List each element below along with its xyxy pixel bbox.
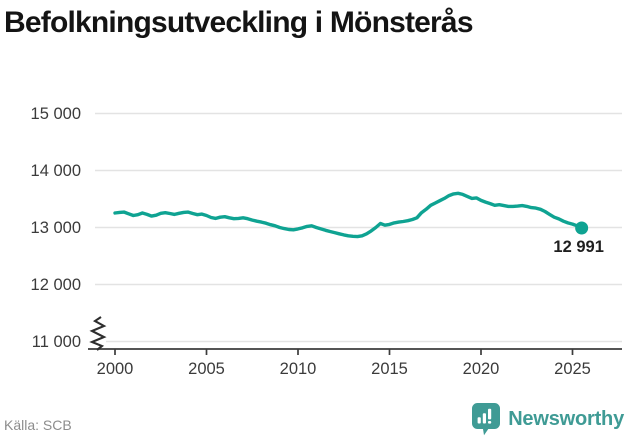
chart-title: Befolkningsutveckling i Mönsterås bbox=[4, 6, 474, 39]
y-tick-label: 15 000 bbox=[31, 105, 81, 123]
x-tick-label: 2010 bbox=[280, 360, 317, 378]
x-tick-label: 2020 bbox=[463, 360, 500, 378]
y-tick-label: 11 000 bbox=[32, 333, 81, 351]
end-point-marker bbox=[575, 221, 589, 235]
axis-break-icon bbox=[89, 316, 107, 351]
source-note: Källa: SCB bbox=[4, 417, 72, 433]
newsworthy-logo-icon bbox=[472, 403, 501, 436]
x-tick-label: 2025 bbox=[554, 360, 591, 378]
x-tick-label: 2005 bbox=[188, 360, 225, 378]
y-tick-label: 14 000 bbox=[31, 162, 81, 180]
end-value-label: 12 991 bbox=[553, 238, 603, 256]
x-tick-label: 2015 bbox=[371, 360, 408, 378]
y-tick-label: 12 000 bbox=[31, 276, 81, 294]
population-line bbox=[113, 191, 584, 239]
y-tick-label: 13 000 bbox=[31, 219, 81, 237]
newsworthy-branding[interactable]: Newsworthy bbox=[471, 402, 624, 436]
newsworthy-wordmark: Newsworthy bbox=[508, 407, 624, 430]
x-tick-label: 2000 bbox=[97, 360, 134, 378]
